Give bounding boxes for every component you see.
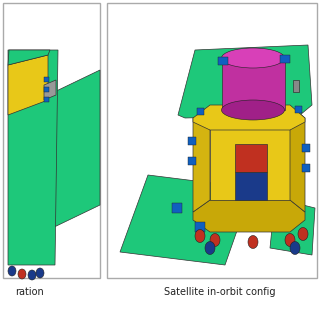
Bar bbox=[280, 55, 290, 63]
Bar bbox=[302, 164, 310, 172]
Bar bbox=[107, 3, 317, 278]
Bar bbox=[302, 144, 310, 152]
Text: ration: ration bbox=[16, 287, 44, 297]
Text: Satellite in-orbit config: Satellite in-orbit config bbox=[164, 287, 276, 297]
Ellipse shape bbox=[285, 234, 295, 246]
Bar bbox=[172, 203, 182, 213]
Polygon shape bbox=[8, 50, 50, 65]
Bar bbox=[188, 137, 196, 145]
Polygon shape bbox=[290, 105, 305, 212]
Ellipse shape bbox=[221, 100, 284, 120]
Ellipse shape bbox=[195, 229, 205, 243]
Polygon shape bbox=[8, 55, 48, 115]
Bar bbox=[44, 87, 49, 92]
Ellipse shape bbox=[205, 242, 215, 254]
Polygon shape bbox=[222, 60, 285, 110]
Polygon shape bbox=[210, 105, 290, 200]
Polygon shape bbox=[178, 45, 312, 118]
Bar bbox=[188, 157, 196, 165]
Polygon shape bbox=[120, 175, 252, 265]
Bar bbox=[235, 144, 267, 172]
Bar bbox=[197, 108, 204, 115]
Ellipse shape bbox=[18, 269, 26, 279]
Ellipse shape bbox=[36, 268, 44, 278]
Ellipse shape bbox=[28, 270, 36, 280]
Bar bbox=[235, 172, 267, 200]
Polygon shape bbox=[193, 105, 305, 130]
Bar bbox=[195, 222, 205, 232]
Bar bbox=[293, 80, 299, 92]
Polygon shape bbox=[48, 70, 100, 230]
Ellipse shape bbox=[248, 236, 258, 249]
Ellipse shape bbox=[221, 48, 284, 68]
Polygon shape bbox=[193, 200, 305, 232]
Ellipse shape bbox=[8, 266, 16, 276]
Bar bbox=[44, 77, 49, 82]
Polygon shape bbox=[8, 50, 58, 265]
Ellipse shape bbox=[290, 242, 300, 254]
Bar bbox=[218, 57, 228, 65]
Bar bbox=[295, 106, 302, 113]
Polygon shape bbox=[193, 105, 210, 212]
Polygon shape bbox=[270, 198, 315, 255]
Bar bbox=[3, 3, 100, 278]
Ellipse shape bbox=[210, 234, 220, 246]
Ellipse shape bbox=[298, 228, 308, 241]
Bar bbox=[44, 97, 49, 102]
Polygon shape bbox=[44, 80, 56, 100]
